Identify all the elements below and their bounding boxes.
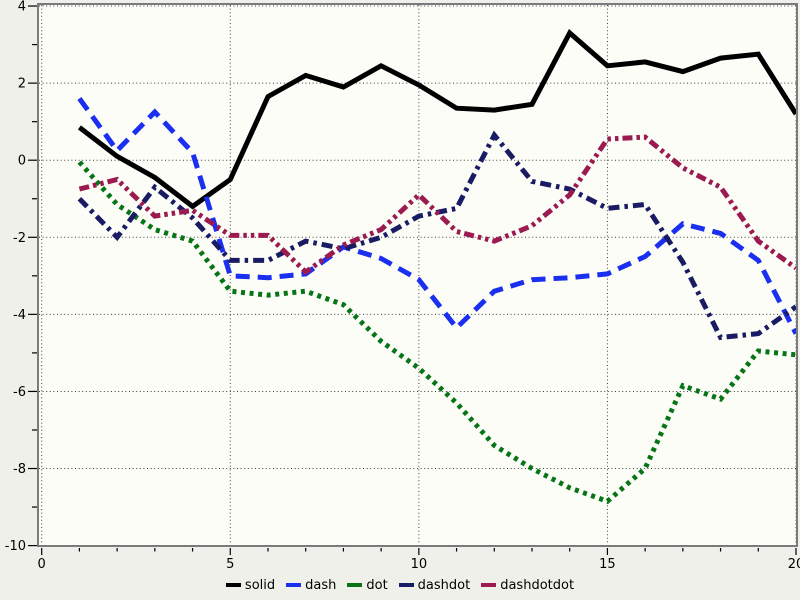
plot-area <box>37 3 798 547</box>
y-tick-label: 0 <box>18 154 26 169</box>
y-tick-label: -2 <box>13 231 26 246</box>
x-tick-label: 20 <box>788 557 800 572</box>
legend-item-dashdotdot: dashdotdot <box>481 578 574 593</box>
legend-item-dashdot: dashdot <box>398 577 471 593</box>
y-tick-label: -10 <box>5 539 26 554</box>
legend-item-dot: dot <box>347 577 388 593</box>
legend-marker-dot <box>347 583 363 587</box>
y-tick-label: -4 <box>13 308 26 323</box>
axis-ticks <box>28 5 797 555</box>
series-dash-line <box>77 97 796 335</box>
legend-label: dot <box>366 577 388 593</box>
legend-item-dash: dash <box>286 578 336 593</box>
x-tick-label: 5 <box>226 557 234 572</box>
y-tick-label: 2 <box>18 77 26 92</box>
legend-marker-solid <box>225 583 241 587</box>
y-tick-label: 4 <box>18 0 26 15</box>
x-tick-label: 15 <box>599 557 616 572</box>
plot-frame <box>37 3 798 547</box>
series-group <box>77 29 796 505</box>
legend-label: solid <box>244 577 276 593</box>
series-solid-line <box>77 29 796 210</box>
legend-marker-dashdotdot <box>481 583 497 587</box>
legend-marker-dash <box>286 583 302 587</box>
legend: solid dash dot dashdot dashdotdot <box>0 575 800 595</box>
y-tick-label: -8 <box>13 462 26 477</box>
series-dashdotdot-line <box>78 134 796 276</box>
legend-item-solid: solid <box>225 577 276 593</box>
legend-marker-dashdot <box>398 583 414 587</box>
legend-label: dash <box>305 577 337 593</box>
legend-label: dashdotdot <box>500 577 575 593</box>
axis-labels: 05101520420-2-4-6-8-10 <box>5 0 800 572</box>
x-tick-label: 0 <box>38 557 46 572</box>
x-tick-label: 10 <box>411 557 428 572</box>
y-tick-label: -6 <box>13 385 26 400</box>
legend-label: dashdot <box>417 577 471 593</box>
